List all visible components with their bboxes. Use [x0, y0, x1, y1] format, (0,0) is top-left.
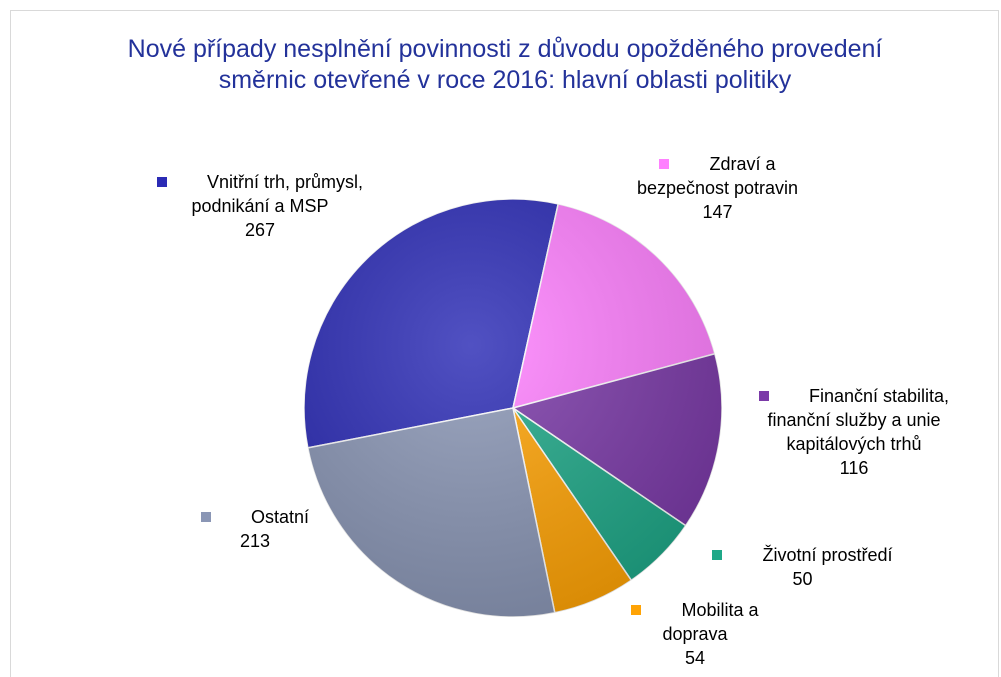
- label-name: Životní prostředí: [762, 545, 893, 565]
- data-label: Finanční stabilita, finanční služby a un…: [745, 384, 963, 480]
- label-value: 147: [702, 202, 733, 222]
- data-label: Vnitřní trh, průmysl, podnikání a MSP 267: [140, 170, 380, 242]
- label-name: Zdraví a bezpečnost potravin: [636, 154, 799, 198]
- label-value: 267: [244, 220, 276, 240]
- data-label: Zdraví a bezpečnost potravin 147: [625, 152, 810, 224]
- label-value: 54: [684, 648, 706, 668]
- label-name: Ostatní: [250, 507, 310, 527]
- legend-marker: [712, 550, 723, 560]
- legend-marker: [758, 391, 769, 401]
- label-name: Mobilita a doprava: [662, 600, 759, 644]
- label-value: 213: [239, 531, 271, 551]
- data-label: Životní prostředí 50: [690, 543, 915, 591]
- legend-marker: [659, 159, 670, 169]
- label-name: Finanční stabilita, finanční služby a un…: [767, 386, 950, 454]
- label-name: Vnitřní trh, průmysl, podnikání a MSP: [191, 172, 364, 216]
- data-label: Ostatní 213: [180, 505, 330, 553]
- data-label: Mobilita a doprava 54: [620, 598, 770, 670]
- legend-marker: [156, 177, 167, 187]
- legend-marker: [631, 605, 642, 615]
- chart-title: Nové případy nesplnění povinnosti z důvo…: [127, 35, 883, 94]
- chart-frame: [10, 10, 999, 677]
- legend-marker: [200, 512, 211, 522]
- label-value: 116: [839, 458, 869, 478]
- label-value: 50: [792, 569, 813, 589]
